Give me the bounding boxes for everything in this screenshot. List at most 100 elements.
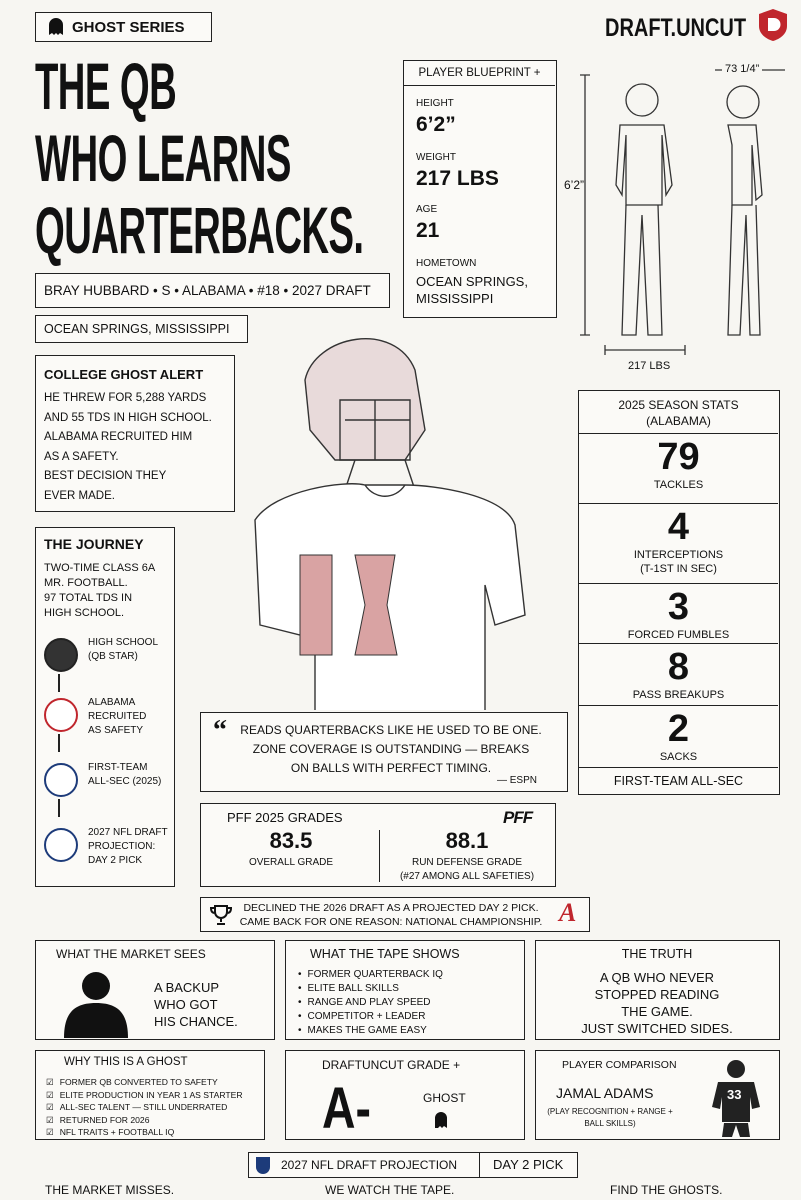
alabama-logo: A bbox=[559, 898, 577, 927]
alert-line-text: AND 55 TDS IN HIGH SCHOOL. bbox=[44, 411, 212, 424]
step-text: 2027 NFL DRAFT PROJECTION: DAY 2 PICK bbox=[88, 826, 168, 868]
projection: 2027 NFL DRAFT PROJECTION DAY 2 PICK bbox=[248, 1152, 578, 1178]
season-stats: 2025 SEASON STATS (ALABAMA) 79 TACKLES 4 INT… bbox=[578, 390, 780, 795]
quote-lines: READS QUARTERBACKS LIKE HE USED TO BE ON… bbox=[221, 721, 561, 778]
stats-footer: FIRST-TEAM ALL-SEC bbox=[579, 767, 778, 794]
bullet: • bbox=[298, 1011, 302, 1022]
why: WHY THIS IS A GHOST ☑ FORMER QB CONVERTED… bbox=[35, 1050, 265, 1140]
step-line: ALABAMA bbox=[88, 697, 136, 708]
projection-label: 2027 NFL DRAFT PROJECTION bbox=[281, 1158, 458, 1172]
bullet: ☑ bbox=[46, 1102, 54, 1112]
truth-title: THE TRUTH bbox=[621, 947, 693, 961]
market-line-text: HIS CHANCE. bbox=[154, 1014, 238, 1029]
stat: 3 FORCED FUMBLES bbox=[579, 583, 778, 644]
intro-line: TWO-TIME CLASS 6A bbox=[44, 561, 155, 576]
title-line: THE QB bbox=[35, 49, 177, 123]
alert-line: EVER MADE. bbox=[44, 487, 212, 507]
tape: WHAT THE TAPE SHOWS • FORMER QUARTERBACK … bbox=[285, 940, 525, 1040]
stat-label: TACKLES bbox=[653, 479, 704, 491]
comparison-number: 33 bbox=[727, 1087, 742, 1102]
stat-value: 79 bbox=[657, 436, 700, 478]
step-line: (QB STAR) bbox=[88, 651, 138, 662]
grade-title: DRAFTUNCUT GRADE + bbox=[322, 1058, 461, 1072]
pff-title: PFF 2025 GRADES bbox=[227, 810, 343, 825]
why-items: ☑ FORMER QB CONVERTED TO SAFETY ☑ ELITE PRO… bbox=[46, 1076, 243, 1139]
field-value: OCEAN SPRINGS, MISSISSIPPI bbox=[416, 274, 528, 306]
step-icon bbox=[44, 763, 78, 797]
season-stats-title: 2025 SEASON STATS (ALABAMA) bbox=[579, 397, 778, 429]
intro-line-text: 97 TOTAL TDS IN bbox=[44, 592, 133, 604]
quote-line: ON BALLS WITH PERFECT TIMING. bbox=[221, 759, 561, 778]
comparison-note: (PLAY RECOGNITION + RANGE + BALL SKILLS) bbox=[540, 1106, 680, 1130]
step-arrow bbox=[58, 674, 60, 692]
alert-line-text: BEST DECISION THEY bbox=[44, 470, 167, 482]
field-value: 217 LBS bbox=[416, 167, 499, 190]
ghost-alert-lines: HE THREW FOR 5,288 YARDS AND 55 TDS IN HI… bbox=[44, 389, 212, 506]
stat-value: 4 bbox=[667, 506, 690, 548]
quote-line-text: READS QUARTERBACKS LIKE HE USED TO BE ON… bbox=[240, 723, 542, 737]
intro-line: MR. FOOTBALL. bbox=[44, 576, 155, 591]
stat-value: 2 bbox=[667, 708, 690, 750]
dim-height: 6’2” bbox=[564, 178, 585, 192]
truth-line: JUST SWITCHED SIDES. bbox=[536, 1020, 778, 1037]
player-line: BRAY HUBBARD • S • ALABAMA • #18 • 2027 … bbox=[44, 283, 371, 298]
tape-item: • FORMER QUARTERBACK IQ bbox=[298, 968, 443, 982]
intro-line-text: HIGH SCHOOL. bbox=[44, 607, 125, 619]
bullet: • bbox=[298, 983, 302, 994]
stat-value: 3 bbox=[667, 586, 690, 628]
title-line: QUARTERBACKS. bbox=[35, 193, 364, 267]
pff-logo: PFF bbox=[503, 808, 533, 827]
dimension-figure bbox=[580, 69, 785, 355]
blueprint: PLAYER BLUEPRINT + HEIGHT 6’2” WEIGHT 21… bbox=[403, 60, 557, 318]
stat: 79 TACKLES bbox=[579, 433, 778, 504]
declined: DECLINED THE 2026 DRAFT AS A PROJECTED D… bbox=[200, 897, 590, 932]
why-item: ☑ RETURNED FOR 2026 bbox=[46, 1114, 243, 1127]
step-line: 2027 NFL DRAFT bbox=[88, 827, 168, 838]
journey-intro: TWO-TIME CLASS 6A MR. FOOTBALL. 97 TOTAL T… bbox=[44, 561, 155, 621]
brand-logo bbox=[759, 9, 787, 41]
title-line: (ALABAMA) bbox=[646, 414, 711, 428]
bullet: ☑ bbox=[46, 1114, 54, 1125]
player-line-box: BRAY HUBBARD • S • ALABAMA • #18 • 2027 … bbox=[35, 273, 390, 308]
stat-value: 8 bbox=[667, 646, 690, 688]
pff: PFF 2025 GRADES PFF 83.5 OVERALL GRADE 8… bbox=[200, 803, 556, 887]
comparison-figure bbox=[712, 1060, 760, 1137]
grade-value: 88.1 bbox=[445, 828, 489, 853]
journey-title: THE JOURNEY bbox=[44, 536, 144, 552]
market-line-text: A BACKUP bbox=[154, 980, 220, 995]
note-line: (PLAY RECOGNITION + RANGE + bbox=[547, 1107, 673, 1116]
alert-line: ALABAMA RECRUITED HIM bbox=[44, 428, 212, 448]
comparison-title: PLAYER COMPARISON bbox=[562, 1059, 677, 1071]
ghost-icon bbox=[49, 18, 63, 35]
nfl-logo bbox=[256, 1157, 270, 1174]
truth-line-text: THE GAME. bbox=[621, 1004, 693, 1019]
step-line: DAY 2 PICK bbox=[88, 855, 143, 866]
hometown: OCEAN SPRINGS, MISSISSIPPI bbox=[44, 322, 230, 336]
tape-items: • FORMER QUARTERBACK IQ • ELITE BALL SKILLS… bbox=[298, 968, 443, 1038]
grade-label: OVERALL GRADE bbox=[248, 857, 334, 868]
player-illustration bbox=[254, 338, 526, 710]
step-text: FIRST-TEAM ALL-SEC (2025) bbox=[88, 761, 161, 789]
note-line: BALL SKILLS) bbox=[584, 1119, 636, 1128]
market-lines: A BACKUP WHO GOT HIS CHANCE. bbox=[154, 979, 238, 1030]
truth-line: THE GAME. bbox=[536, 1003, 778, 1020]
step-line: AS SAFETY bbox=[88, 725, 144, 736]
tape-item-text: COMPETITOR + LEADER bbox=[307, 1011, 426, 1022]
intro-line: 97 TOTAL TDS IN bbox=[44, 591, 155, 606]
why-item-text: FORMER QB CONVERTED TO SAFETY bbox=[59, 1077, 218, 1087]
truth-line-text: STOPPED READING bbox=[594, 987, 720, 1002]
grade-value: 83.5 bbox=[269, 828, 313, 853]
projection-value: DAY 2 PICK bbox=[493, 1157, 564, 1172]
badge-text: GHOST SERIES bbox=[72, 19, 185, 36]
ghost-alert: COLLEGE GHOST ALERT HE THREW FOR 5,288 Y… bbox=[35, 355, 235, 512]
blueprint-title: PLAYER BLUEPRINT + bbox=[404, 61, 555, 86]
field-label: HOMETOWN bbox=[416, 258, 477, 269]
step-line: ALL-SEC (2025) bbox=[88, 776, 162, 787]
why-item-text: ALL-SEC TALENT — STILL UNDERRATED bbox=[59, 1102, 228, 1112]
grade-label: RUN DEFENSE GRADE bbox=[411, 857, 522, 868]
why-item: ☑ ALL-SEC TALENT — STILL UNDERRATED bbox=[46, 1101, 243, 1114]
declined-text: DECLINED THE 2026 DRAFT AS A PROJECTED D… bbox=[231, 901, 551, 929]
bullet: • bbox=[298, 997, 302, 1008]
quote-line-text: ON BALLS WITH PERFECT TIMING. bbox=[290, 761, 492, 775]
